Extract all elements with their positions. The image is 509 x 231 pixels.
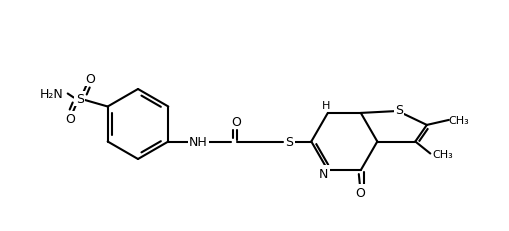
Text: H: H bbox=[322, 100, 330, 110]
Text: S: S bbox=[286, 135, 293, 148]
Text: CH₃: CH₃ bbox=[448, 116, 469, 125]
Text: NH: NH bbox=[189, 135, 208, 148]
Text: S: S bbox=[76, 93, 83, 106]
Text: CH₃: CH₃ bbox=[432, 149, 453, 159]
Text: N: N bbox=[319, 167, 328, 180]
Text: O: O bbox=[355, 186, 365, 199]
Text: H₂N: H₂N bbox=[40, 88, 64, 100]
Text: S: S bbox=[395, 104, 403, 117]
Text: O: O bbox=[85, 73, 95, 86]
Text: O: O bbox=[65, 112, 75, 125]
Text: O: O bbox=[232, 116, 241, 128]
